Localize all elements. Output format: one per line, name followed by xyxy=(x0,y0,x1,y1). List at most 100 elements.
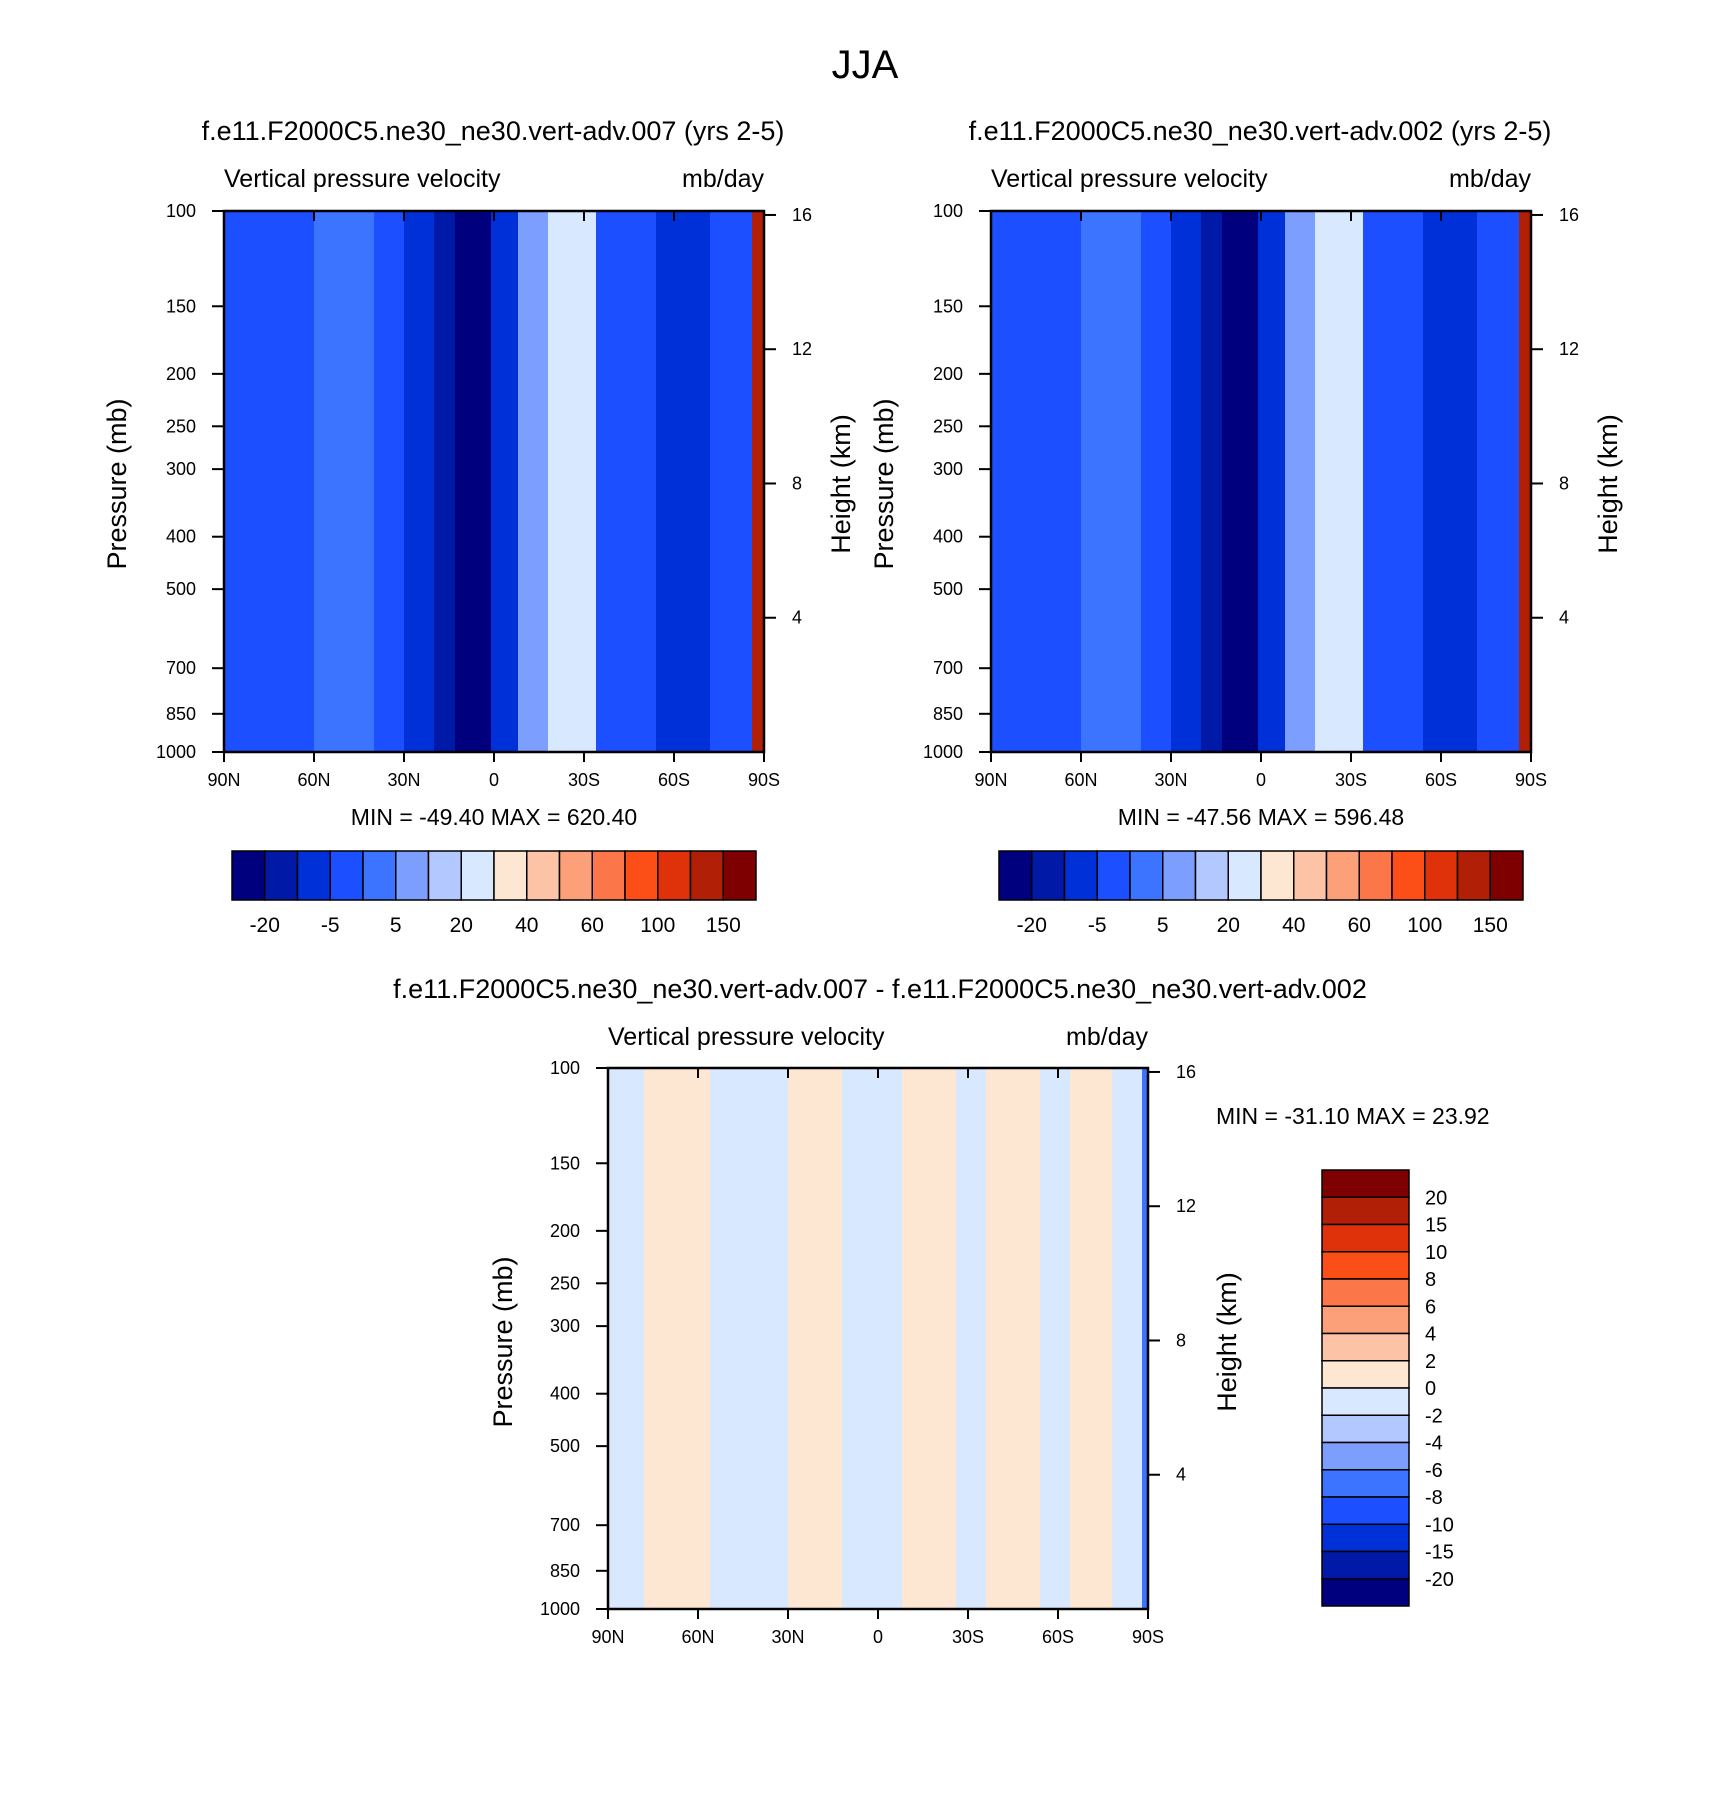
panel-3-ylabel-right: Height (km) xyxy=(1212,1272,1242,1412)
contour-band xyxy=(710,211,752,752)
y-tick-label: 700 xyxy=(166,658,196,678)
y-tick-label: 150 xyxy=(933,296,963,316)
colorbar-box xyxy=(231,850,266,901)
contour-band xyxy=(1040,1068,1070,1609)
contour-band xyxy=(404,211,434,752)
colorbar-box xyxy=(1063,850,1098,901)
colorbar-label: 5 xyxy=(390,914,402,937)
y-tick-label: 1000 xyxy=(156,742,196,762)
x-tick-label: 30N xyxy=(1154,770,1187,790)
colorbar-box xyxy=(1321,1278,1410,1307)
x-tick-label: 60S xyxy=(1425,770,1457,790)
x-tick-label: 60S xyxy=(1042,1627,1074,1647)
panel-2-stats: MIN = -47.56 MAX = 596.48 xyxy=(1118,804,1404,830)
contour-band xyxy=(434,211,455,752)
contour-band xyxy=(1363,211,1423,752)
height-tick-label: 8 xyxy=(1176,1330,1186,1350)
y-tick-label: 700 xyxy=(550,1515,580,1535)
contour-band xyxy=(314,211,374,752)
colorbar-box xyxy=(1293,850,1328,901)
panel-3-stats: MIN = -31.10 MAX = 23.92 xyxy=(1216,1103,1490,1129)
contour-band xyxy=(1222,211,1258,752)
x-tick-label: 90S xyxy=(1515,770,1547,790)
x-tick-label: 60N xyxy=(681,1627,714,1647)
panel-3-left-string: Vertical pressure velocity xyxy=(608,1023,885,1051)
colorbar-label: -20 xyxy=(1425,1569,1454,1591)
colorbar-box xyxy=(1321,1305,1410,1335)
x-tick-label: 90S xyxy=(1132,1627,1164,1647)
x-tick-label: 30N xyxy=(387,770,420,790)
colorbar-label: 5 xyxy=(1157,914,1169,937)
x-tick-label: 90N xyxy=(207,770,240,790)
colorbar-box xyxy=(1321,1441,1410,1471)
colorbar-box xyxy=(1321,1251,1410,1280)
figure-title: JJA xyxy=(832,43,899,87)
colorbar-label: -8 xyxy=(1425,1487,1443,1509)
colorbar-label: 0 xyxy=(1425,1378,1436,1400)
contour-band xyxy=(991,211,1081,752)
colorbar-label: -20 xyxy=(1017,914,1047,937)
colorbar-box xyxy=(1424,850,1459,901)
colorbar-box xyxy=(1162,850,1197,901)
colorbar-label: 10 xyxy=(1425,1242,1447,1264)
colorbar-label: -5 xyxy=(1088,914,1107,937)
y-tick-label: 100 xyxy=(933,201,963,221)
y-tick-label: 700 xyxy=(933,658,963,678)
colorbar-box xyxy=(362,850,397,901)
contour-band xyxy=(596,211,656,752)
y-tick-label: 200 xyxy=(166,364,196,384)
height-tick-label: 8 xyxy=(792,473,802,493)
colorbar-label: 8 xyxy=(1425,1269,1436,1291)
contour-band xyxy=(1070,1068,1112,1609)
colorbar-box xyxy=(1358,850,1393,901)
contour-band xyxy=(644,1068,710,1609)
x-tick-label: 30N xyxy=(771,1627,804,1647)
contour-band xyxy=(1201,211,1222,752)
panel-1-title: f.e11.F2000C5.ne30_ne30.vert-adv.007 (yr… xyxy=(202,116,785,146)
x-tick-label: 90N xyxy=(591,1627,624,1647)
contour-band xyxy=(1519,211,1531,752)
panel-2-right-string: mb/day xyxy=(1449,165,1531,193)
colorbar-label: 20 xyxy=(1425,1187,1447,1209)
x-tick-label: 0 xyxy=(489,770,499,790)
panel-3-ylabel: Pressure (mb) xyxy=(488,1256,518,1427)
colorbar-box xyxy=(1321,1223,1410,1253)
contour-band xyxy=(902,1068,956,1609)
colorbar-box xyxy=(657,850,692,901)
colorbar-box xyxy=(1129,850,1164,901)
colorbar-label: 15 xyxy=(1425,1215,1447,1237)
colorbar-box xyxy=(1456,850,1491,901)
height-tick-label: 16 xyxy=(1176,1062,1196,1082)
colorbar-box xyxy=(264,850,299,901)
colorbar-box xyxy=(1096,850,1131,901)
panel-2-ylabel: Pressure (mb) xyxy=(869,398,899,569)
contour-band xyxy=(1171,211,1201,752)
panel-2-ylabel-right: Height (km) xyxy=(1593,414,1623,554)
colorbar-label: 40 xyxy=(1282,914,1305,937)
panel-1: f.e11.F2000C5.ne30_ne30.vert-adv.007 (yr… xyxy=(102,116,856,937)
colorbar-label: -2 xyxy=(1425,1405,1443,1427)
colorbar-box xyxy=(689,850,724,901)
contour-band xyxy=(752,211,764,752)
x-tick-label: 30S xyxy=(952,1627,984,1647)
y-tick-label: 200 xyxy=(550,1221,580,1241)
contour-band xyxy=(455,211,491,752)
colorbar-label: 40 xyxy=(515,914,538,937)
y-tick-label: 300 xyxy=(933,459,963,479)
y-tick-label: 100 xyxy=(550,1058,580,1078)
colorbar-box xyxy=(296,850,331,901)
colorbar-label: 2 xyxy=(1425,1351,1436,1373)
panel-1-right-string: mb/day xyxy=(682,165,764,193)
y-tick-label: 100 xyxy=(166,201,196,221)
y-tick-label: 250 xyxy=(550,1273,580,1293)
height-tick-label: 12 xyxy=(1559,339,1579,359)
colorbar-label: 100 xyxy=(640,914,675,937)
y-tick-label: 500 xyxy=(550,1436,580,1456)
contour-band xyxy=(608,1068,644,1609)
colorbar-label: 4 xyxy=(1425,1324,1436,1346)
colorbar-box xyxy=(1321,1523,1410,1553)
y-tick-label: 200 xyxy=(933,364,963,384)
contour-band xyxy=(1142,1068,1148,1609)
colorbar-box xyxy=(1321,1578,1410,1607)
colorbar-box xyxy=(493,850,528,901)
